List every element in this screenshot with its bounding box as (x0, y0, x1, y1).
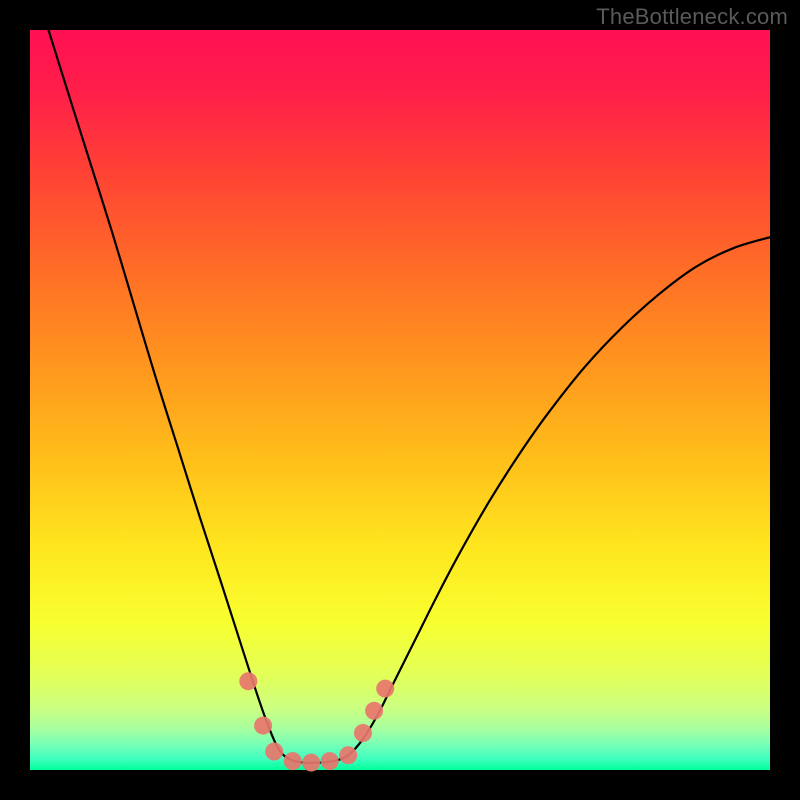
curve-marker (254, 717, 272, 735)
curve-marker (302, 754, 320, 772)
curve-marker (321, 752, 339, 770)
curve-marker (376, 680, 394, 698)
chart-container: TheBottleneck.com (0, 0, 800, 800)
watermark-text: TheBottleneck.com (596, 4, 788, 30)
curve-marker (339, 746, 357, 764)
curve-marker (284, 752, 302, 770)
curve-marker (265, 743, 283, 761)
plot-background (30, 30, 770, 770)
curve-marker (239, 672, 257, 690)
curve-marker (365, 702, 383, 720)
curve-marker (354, 724, 372, 742)
bottleneck-chart (0, 0, 800, 800)
